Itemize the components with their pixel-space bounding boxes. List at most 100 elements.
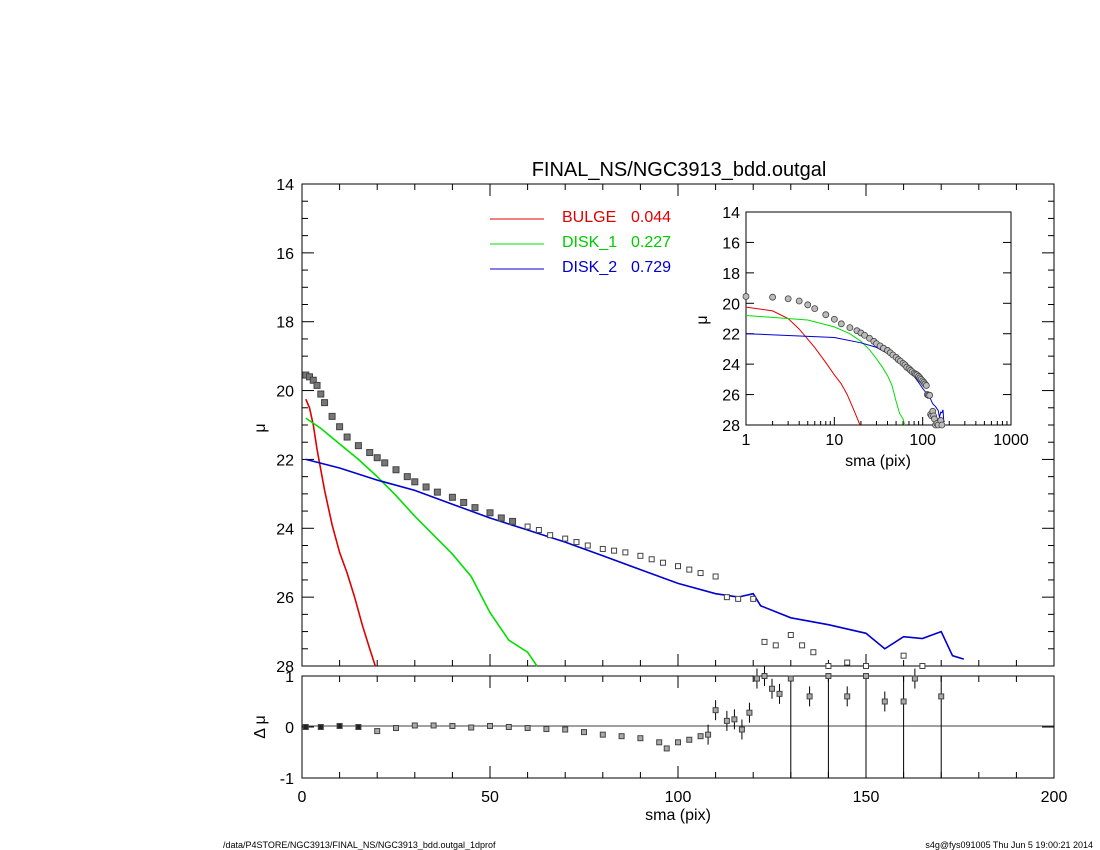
- resid-point: [723, 717, 730, 724]
- resid-point: [911, 675, 918, 682]
- data-point: [799, 642, 806, 649]
- legend-disk1-label: DISK_1: [562, 234, 617, 251]
- inset-x-tick-label: 1000: [993, 432, 1029, 449]
- main-panel: 14 16 18 20 22 24 26 28 μ: [252, 177, 1055, 676]
- resid-point: [430, 722, 437, 729]
- resid-point: [562, 726, 569, 733]
- data-point: [675, 563, 681, 570]
- resid-point: [738, 726, 745, 733]
- y-tick-label: 14: [276, 177, 294, 194]
- resid-point: [753, 675, 760, 682]
- inset-panel: 14 16 18 20 22 24 26 281 10 100 1000 μ sma (pix): [694, 205, 1029, 470]
- resid-point: [761, 673, 768, 679]
- series-line-disk_2: [305, 458, 965, 660]
- inset-data-point: [938, 421, 946, 429]
- resid-point: [731, 716, 738, 723]
- main-y-label: μ: [252, 423, 269, 432]
- data-point: [750, 595, 757, 602]
- data-point: [659, 559, 666, 566]
- main-series: [302, 371, 965, 669]
- residual-panel: 10-10 50 100 150 200 Δ μ sma (pix): [252, 666, 1067, 824]
- data-point: [336, 423, 344, 431]
- data-point: [328, 412, 336, 420]
- inset-y-tick-label: 24: [722, 357, 740, 374]
- resid-y-tick-label: 0: [285, 720, 294, 737]
- legend-disk1-value: 0.227: [631, 234, 671, 251]
- inset-data-point: [804, 301, 812, 309]
- legend: BULGE 0.044 DISK_1 0.227 DISK_2 0.729: [490, 209, 671, 276]
- inset-data-point: [769, 293, 776, 301]
- data-point: [648, 556, 655, 563]
- data-point: [611, 547, 618, 554]
- resid-point: [712, 707, 719, 714]
- resid-point: [938, 693, 945, 700]
- inset-series: [742, 293, 946, 429]
- data-point: [524, 523, 531, 530]
- inset-y-label: μ: [694, 315, 711, 324]
- data-point: [448, 493, 456, 501]
- data-point: [321, 399, 329, 407]
- data-point: [844, 659, 851, 666]
- inset-series-line-bulge: [745, 306, 861, 426]
- resid-point: [317, 724, 324, 730]
- inset-data-point: [861, 331, 868, 339]
- data-point: [366, 449, 374, 457]
- y-tick-label: 22: [276, 452, 294, 469]
- data-point: [599, 545, 606, 552]
- data-point: [697, 570, 704, 577]
- data-point: [562, 535, 569, 542]
- main-ticks: 14 16 18 20 22 24 26 28: [276, 177, 1055, 676]
- residual-x-label: sma (pix): [645, 807, 711, 824]
- data-point: [411, 478, 419, 486]
- data-point: [403, 473, 411, 481]
- y-tick-label: 28: [276, 659, 294, 676]
- inset-series-line-disk_1: [745, 315, 906, 426]
- resid-point: [336, 722, 343, 729]
- resid-point: [449, 722, 456, 729]
- inset-x-label: sma (pix): [845, 453, 911, 470]
- data-point: [509, 517, 517, 525]
- data-point: [825, 663, 832, 669]
- resid-x-tick-label: 200: [1041, 789, 1068, 806]
- data-point: [460, 498, 468, 506]
- resid-point: [581, 729, 587, 736]
- data-point: [723, 594, 730, 601]
- inset-x-tick-label: 100: [909, 432, 936, 449]
- data-point: [317, 390, 325, 398]
- y-tick-label: 24: [276, 521, 294, 538]
- y-tick-label: 26: [276, 590, 294, 607]
- inset-y-tick-label: 20: [722, 296, 740, 313]
- data-point: [622, 549, 629, 556]
- data-point: [309, 376, 317, 384]
- resid-point: [746, 709, 753, 716]
- resid-point: [468, 724, 475, 731]
- resid-point: [881, 698, 888, 705]
- resid-x-tick-label: 50: [481, 789, 499, 806]
- inset-y-tick-label: 26: [722, 388, 740, 405]
- data-point: [343, 433, 351, 441]
- resid-point: [663, 745, 670, 752]
- resid-point: [844, 693, 851, 700]
- inset-x-tick-label: 1: [742, 432, 751, 449]
- inset-y-tick-label: 16: [722, 235, 740, 252]
- inset-data-point: [830, 315, 838, 323]
- data-point: [761, 638, 768, 645]
- data-point: [863, 663, 869, 669]
- resid-point: [543, 726, 550, 733]
- residual-ticks: 10-10 50 100 150 200: [280, 669, 1068, 806]
- resid-x-tick-label: 0: [298, 789, 307, 806]
- resid-point: [302, 724, 309, 730]
- resid-point: [863, 673, 869, 679]
- resid-point: [393, 725, 399, 732]
- data-point: [584, 542, 591, 549]
- data-point: [573, 539, 580, 546]
- resid-point: [505, 724, 512, 730]
- data-point: [787, 632, 794, 639]
- residual-y-label: Δ μ: [252, 715, 269, 738]
- data-point: [422, 483, 430, 491]
- data-point: [686, 566, 693, 573]
- data-point: [471, 504, 479, 512]
- resid-x-tick-label: 150: [853, 789, 880, 806]
- data-point: [313, 381, 321, 389]
